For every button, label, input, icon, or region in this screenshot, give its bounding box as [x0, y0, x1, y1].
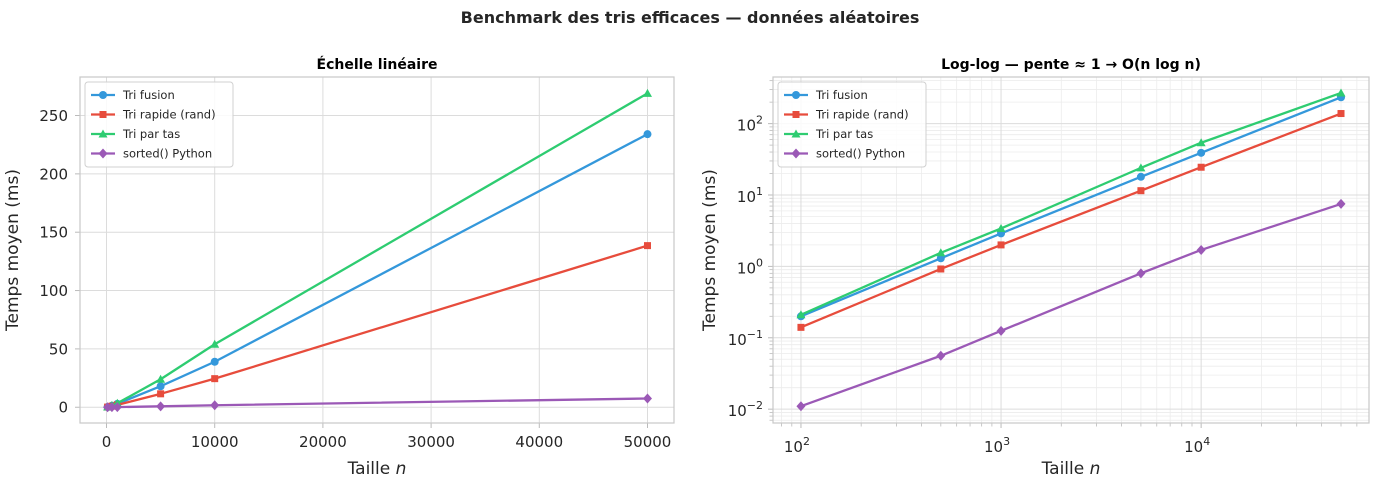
data-point: [996, 223, 1006, 232]
data-point: [996, 325, 1006, 336]
data-point: [1197, 163, 1205, 171]
panel-2: 102 103 104 10−2 10−1 100 101 102 Log-log — pent…: [700, 57, 1370, 479]
series-sorted() Python: [796, 198, 1346, 412]
legend-label: Tri par tas: [815, 127, 873, 141]
figure-title: Benchmark des tris efficaces — données a…: [460, 8, 920, 27]
data-point: [210, 400, 220, 411]
data-point: [936, 248, 946, 257]
data-point: [210, 339, 220, 348]
legend-marker: [792, 91, 800, 99]
data-point: [107, 402, 117, 413]
plot-frame: [79, 76, 675, 424]
x-tick-label: 50000: [624, 433, 672, 451]
legend-marker: [99, 111, 107, 118]
legend-marker: [792, 111, 800, 118]
legend-label: Tri fusion: [815, 88, 868, 102]
series-line: [800, 112, 1342, 329]
plot-frame: [772, 76, 1370, 424]
x-tick-label: 20000: [299, 433, 347, 451]
data-point: [796, 310, 806, 319]
series-Tri par tas: [796, 88, 1346, 319]
legend-label: sorted() Python: [123, 147, 212, 161]
y-tick-label: 100: [39, 282, 68, 300]
y-tick-label: 10−1: [728, 328, 763, 349]
series-line: [800, 202, 1342, 408]
y-tick-label: 100: [737, 256, 763, 277]
legend: Tri fusion Tri rapide (rand) Tri par tas so…: [84, 81, 234, 168]
legend-marker: [98, 129, 108, 138]
data-point: [1136, 268, 1146, 279]
series-line: [800, 91, 1342, 316]
legend: Tri fusion Tri rapide (rand) Tri par tas so…: [777, 81, 927, 168]
data-point: [1336, 88, 1346, 97]
x-tick-label: 103: [984, 435, 1010, 456]
data-point: [997, 241, 1005, 249]
y-tick-label: 150: [39, 224, 68, 242]
panel-title: Échelle linéaire: [317, 56, 438, 73]
y-tick-label: 10−2: [728, 399, 763, 420]
x-tick-label: 10000: [191, 433, 239, 451]
panel-1: 0 10000 20000 30000 40000 50000 0 50 100 150 200 25…: [3, 56, 675, 479]
data-point: [1337, 110, 1345, 118]
data-point: [156, 374, 166, 383]
legend-label: Tri par tas: [122, 127, 180, 141]
data-point: [1196, 138, 1206, 147]
series-sorted() Python: [103, 393, 652, 413]
legend-marker: [99, 91, 107, 99]
x-tick-label: 40000: [515, 433, 563, 451]
x-tick-label: 102: [784, 435, 810, 456]
data-point: [156, 382, 165, 391]
panel-title: Log-log — pente ≈ 1 → O(n log n): [941, 57, 1201, 73]
data-point: [156, 401, 166, 412]
data-point: [1196, 244, 1206, 255]
x-tick-label: 30000: [407, 433, 455, 451]
legend-marker: [791, 129, 801, 138]
data-point: [1137, 187, 1145, 195]
data-point: [937, 265, 945, 273]
series-Tri rapide (rand): [797, 110, 1345, 331]
legend-label: Tri rapide (rand): [122, 108, 216, 122]
x-tick-label: 104: [1184, 435, 1210, 456]
legend-marker: [98, 148, 108, 159]
data-point: [1197, 148, 1206, 157]
data-point: [211, 375, 219, 383]
data-point: [157, 390, 165, 398]
data-point: [210, 357, 219, 366]
legend-box: [84, 81, 234, 168]
y-tick-label: 250: [39, 107, 68, 125]
data-point: [112, 402, 122, 413]
y-tick-label: 101: [737, 185, 763, 206]
legend-marker: [791, 148, 801, 159]
y-tick-label: 0: [58, 399, 68, 417]
data-point: [643, 242, 651, 250]
data-point: [1336, 198, 1346, 209]
legend-box: [777, 81, 927, 168]
legend-label: Tri fusion: [122, 88, 175, 102]
y-tick-label: 102: [737, 114, 763, 135]
y-axis-label: Temps moyen (ms): [3, 169, 23, 332]
data-point: [642, 88, 652, 97]
series-line: [800, 96, 1342, 318]
data-point: [1136, 172, 1145, 181]
data-point: [797, 323, 805, 331]
x-axis-label: Taille n: [347, 459, 407, 479]
data-point: [1136, 163, 1146, 172]
data-point: [642, 393, 652, 404]
data-point: [936, 350, 946, 361]
x-tick-label: 0: [102, 433, 112, 451]
legend-label: Tri rapide (rand): [815, 108, 909, 122]
x-axis-label: Taille n: [1041, 459, 1101, 479]
y-tick-label: 50: [49, 340, 68, 358]
data-point: [643, 130, 652, 139]
y-axis-label: Temps moyen (ms): [700, 169, 720, 332]
legend-label: sorted() Python: [816, 147, 905, 161]
y-tick-label: 200: [39, 165, 68, 183]
data-point: [796, 401, 806, 412]
